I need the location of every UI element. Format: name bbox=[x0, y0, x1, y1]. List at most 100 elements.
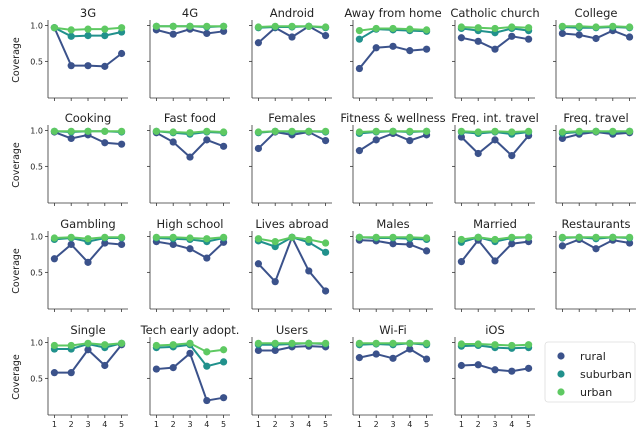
panel-15: Lives abroad bbox=[249, 217, 332, 312]
data-point-rural bbox=[474, 149, 482, 158]
data-point-urban bbox=[84, 235, 92, 243]
data-point-urban bbox=[474, 340, 482, 348]
data-point-urban bbox=[457, 127, 465, 135]
data-point-suburban bbox=[101, 31, 109, 40]
data-point-urban bbox=[67, 233, 75, 241]
data-point-rural bbox=[558, 29, 567, 38]
data-point-rural bbox=[508, 367, 516, 375]
data-point-rural bbox=[203, 29, 211, 38]
data-point-rural bbox=[508, 240, 516, 248]
legend-label-urban: urban bbox=[580, 386, 612, 399]
data-point-urban bbox=[101, 127, 109, 135]
data-point-rural bbox=[322, 287, 330, 295]
panel-title: Freq. int. travel bbox=[451, 111, 539, 125]
data-point-rural bbox=[220, 142, 228, 150]
legend-marker-suburban bbox=[557, 370, 565, 378]
legend: rural suburban urban bbox=[544, 341, 636, 403]
data-point-urban bbox=[118, 24, 126, 32]
data-point-urban bbox=[355, 26, 363, 35]
data-point-rural bbox=[525, 364, 533, 372]
data-point-urban bbox=[508, 23, 516, 31]
data-point-rural bbox=[67, 134, 75, 143]
data-point-urban bbox=[372, 233, 380, 241]
data-point-urban bbox=[118, 339, 126, 347]
x-tick-label: 1 bbox=[154, 420, 159, 429]
data-point-rural bbox=[491, 136, 499, 144]
panels-group: 3G 0.5 1.0 4G Android Away from home Catholic … bbox=[11, 6, 636, 429]
data-point-urban bbox=[220, 22, 228, 30]
data-point-urban bbox=[406, 25, 414, 33]
data-point-rural bbox=[186, 153, 194, 161]
data-point-urban bbox=[457, 23, 465, 31]
data-point-rural bbox=[389, 354, 397, 362]
data-point-urban bbox=[305, 235, 313, 244]
data-point-urban bbox=[525, 24, 533, 32]
data-point-urban bbox=[457, 340, 465, 348]
data-point-rural bbox=[67, 369, 75, 377]
data-point-urban bbox=[558, 128, 567, 136]
series-line-rural bbox=[156, 351, 224, 402]
data-point-rural bbox=[203, 136, 211, 144]
x-tick-label: 5 bbox=[119, 420, 124, 429]
x-tick-label: 2 bbox=[69, 420, 74, 429]
data-point-urban bbox=[118, 127, 126, 135]
x-tick-label: 2 bbox=[273, 420, 278, 429]
data-point-rural bbox=[406, 47, 414, 55]
data-point-urban bbox=[575, 233, 583, 241]
x-tick-label: 3 bbox=[390, 420, 395, 429]
data-point-rural bbox=[50, 369, 59, 377]
x-tick-label: 3 bbox=[289, 420, 294, 429]
y-axis-label: Coverage bbox=[11, 248, 22, 294]
x-tick-label: 1 bbox=[357, 420, 362, 429]
data-point-rural bbox=[423, 45, 431, 53]
panel-22: Wi-Fi 1 2 3 4 5 bbox=[350, 323, 433, 429]
data-point-urban bbox=[355, 128, 363, 136]
panel-title: Restaurants bbox=[562, 217, 631, 231]
x-tick-label: 5 bbox=[221, 420, 226, 429]
y-tick-label: 0.5 bbox=[30, 57, 43, 66]
data-point-rural bbox=[525, 35, 533, 43]
data-point-urban bbox=[67, 341, 75, 350]
data-point-rural bbox=[322, 137, 330, 145]
data-point-rural bbox=[84, 62, 92, 70]
x-tick-label: 4 bbox=[204, 420, 209, 429]
panel-9: Females bbox=[249, 111, 332, 206]
data-point-urban bbox=[525, 127, 533, 135]
data-point-urban bbox=[101, 25, 109, 33]
panel-title: Lives abroad bbox=[255, 217, 328, 231]
data-point-urban bbox=[491, 127, 499, 135]
data-point-urban bbox=[592, 233, 600, 241]
data-point-urban bbox=[609, 22, 617, 30]
x-tick-label: 3 bbox=[187, 420, 192, 429]
y-tick-label: 1.0 bbox=[30, 233, 43, 242]
data-point-urban bbox=[525, 233, 533, 241]
data-point-urban bbox=[288, 22, 296, 30]
data-point-urban bbox=[406, 233, 414, 241]
data-point-rural bbox=[118, 240, 126, 249]
data-point-rural bbox=[271, 278, 279, 286]
panel-13: Gambling 0.5 1.0 bbox=[30, 217, 128, 312]
data-point-urban bbox=[389, 233, 397, 241]
data-point-urban bbox=[474, 128, 482, 136]
data-point-rural bbox=[152, 365, 160, 373]
data-point-rural bbox=[118, 49, 126, 58]
data-point-urban bbox=[575, 127, 583, 135]
data-point-urban bbox=[558, 22, 567, 30]
data-point-urban bbox=[169, 341, 177, 349]
y-tick-label: 0.5 bbox=[30, 268, 43, 277]
data-point-urban bbox=[220, 128, 228, 136]
panel-10: Fitness & wellness bbox=[340, 111, 446, 206]
data-point-rural bbox=[406, 240, 414, 249]
data-point-rural bbox=[169, 30, 177, 38]
data-point-urban bbox=[203, 22, 211, 30]
data-point-suburban bbox=[355, 35, 363, 43]
data-point-urban bbox=[372, 127, 380, 135]
data-point-urban bbox=[558, 233, 567, 241]
data-point-urban bbox=[220, 346, 228, 354]
data-point-urban bbox=[575, 22, 583, 30]
legend-box bbox=[544, 341, 636, 403]
data-point-urban bbox=[508, 341, 516, 350]
data-point-rural bbox=[491, 257, 499, 265]
data-point-rural bbox=[508, 152, 516, 160]
data-point-urban bbox=[322, 127, 330, 135]
